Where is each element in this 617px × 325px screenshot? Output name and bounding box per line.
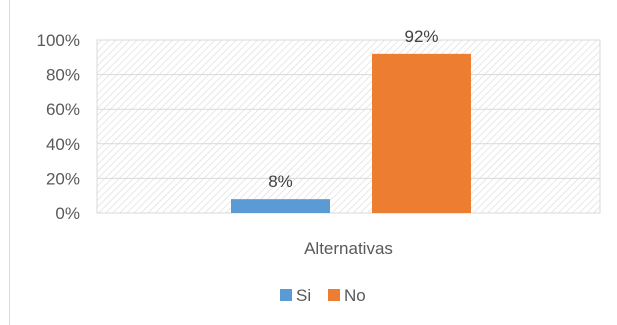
plot-area	[96, 39, 601, 214]
data-labels: 8% 92%	[268, 27, 438, 191]
legend-label-no: No	[344, 286, 366, 305]
data-label-no: 92%	[404, 27, 438, 46]
bar-si	[231, 199, 330, 213]
legend-swatch-no	[328, 289, 340, 301]
legend-swatch-si	[280, 289, 292, 301]
y-axis-tick-labels: 0% 20% 40% 60% 80% 100%	[37, 31, 80, 223]
legend: Si No	[280, 286, 366, 305]
y-tick-label: 0%	[55, 204, 80, 223]
x-axis-category-label: Alternativas	[304, 239, 393, 258]
legend-label-si: Si	[296, 286, 311, 305]
y-tick-label: 60%	[46, 100, 80, 119]
bars	[231, 53, 471, 214]
y-tick-label: 100%	[37, 31, 80, 50]
gridlines	[97, 39, 600, 214]
chart-border	[9, 0, 10, 325]
y-tick-label: 20%	[46, 169, 80, 188]
y-tick-label: 40%	[46, 135, 80, 154]
bar-no	[372, 53, 471, 214]
data-label-si: 8%	[268, 172, 293, 191]
y-tick-label: 80%	[46, 66, 80, 85]
